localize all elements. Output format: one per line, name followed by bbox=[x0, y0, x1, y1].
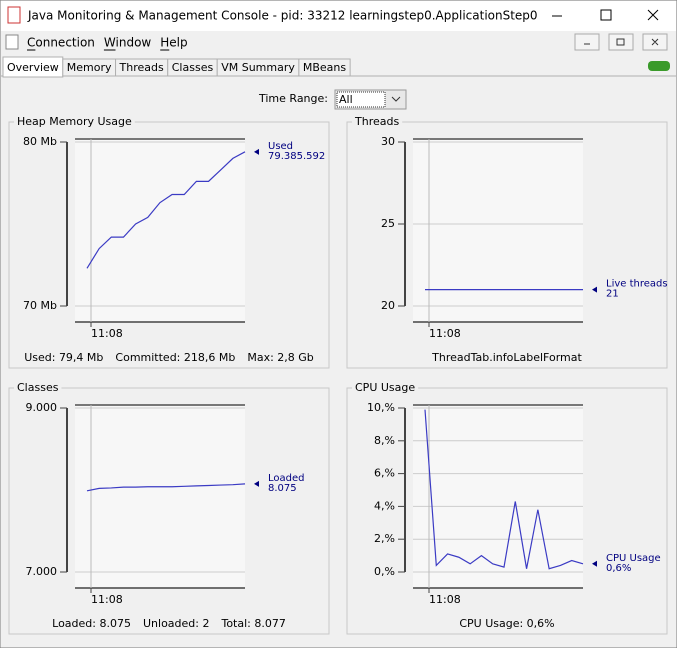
legend-arrow bbox=[592, 286, 597, 293]
close-button[interactable] bbox=[647, 9, 659, 21]
tab[interactable]: MBeans bbox=[298, 58, 351, 77]
plot-area bbox=[75, 405, 245, 588]
panel-border bbox=[346, 387, 668, 635]
y-tick-label: 80 Mb bbox=[23, 135, 57, 148]
current-value: 0,6% bbox=[606, 563, 631, 574]
tab-label[interactable]: Threads bbox=[119, 61, 164, 74]
series-line bbox=[424, 409, 584, 570]
series-line bbox=[86, 151, 246, 269]
y-tick-label: 10,% bbox=[367, 401, 395, 414]
footer-text: Used: 79,4 Mb bbox=[24, 351, 103, 364]
panel-title-bg bbox=[352, 115, 403, 129]
legend-name: CPU Usage bbox=[606, 553, 661, 564]
y-tick-label: 25 bbox=[381, 217, 395, 230]
tab-label[interactable]: Classes bbox=[172, 61, 214, 74]
footer-text: Committed: 218,6 Mb bbox=[115, 351, 235, 364]
y-tick-label: 6,% bbox=[374, 467, 395, 480]
menu-item[interactable]: Help bbox=[160, 36, 187, 50]
panel-title-bg bbox=[14, 381, 62, 395]
y-tick-label: 8,% bbox=[374, 434, 395, 447]
legend-arrow bbox=[254, 480, 259, 487]
tab-label[interactable]: MBeans bbox=[303, 61, 347, 74]
time-range-value: All bbox=[339, 93, 353, 106]
y-tick-label: 2,% bbox=[374, 532, 395, 545]
y-tick-label: 7.000 bbox=[26, 565, 58, 578]
panel-title: Threads bbox=[354, 115, 399, 128]
connection-icon bbox=[648, 61, 670, 71]
footer-text: Unloaded: 2 bbox=[143, 617, 209, 630]
time-range-field bbox=[336, 91, 386, 108]
footer-text: ThreadTab.infoLabelFormat bbox=[431, 351, 582, 364]
inner-restore[interactable] bbox=[608, 33, 634, 51]
time-range-label: Time Range: bbox=[258, 92, 328, 105]
tab[interactable]: Overview bbox=[2, 56, 64, 78]
panel-border bbox=[8, 121, 330, 369]
x-tick-label: 11:08 bbox=[91, 327, 123, 340]
plot-area bbox=[413, 405, 583, 588]
menu-item[interactable]: Window bbox=[104, 36, 152, 50]
panel-border bbox=[8, 387, 330, 635]
inner-glyphs bbox=[584, 38, 659, 46]
footer-text: Loaded: 8.075 bbox=[52, 617, 131, 630]
title-bar bbox=[1, 1, 676, 31]
y-tick-label: 0,% bbox=[374, 565, 395, 578]
maximize-button[interactable] bbox=[600, 9, 612, 21]
legend-arrow bbox=[254, 148, 259, 155]
legend-name: Loaded bbox=[268, 473, 305, 484]
y-tick-label: 30 bbox=[381, 135, 395, 148]
x-tick-label: 11:08 bbox=[91, 593, 123, 606]
current-value: 79.385.592 bbox=[268, 151, 325, 162]
footer-text: CPU Usage: 0,6% bbox=[459, 617, 554, 630]
tab-label[interactable]: VM Summary bbox=[221, 61, 295, 74]
plot-area bbox=[75, 139, 245, 322]
y-tick-label: 20 bbox=[381, 299, 395, 312]
tab[interactable]: VM Summary bbox=[216, 58, 300, 77]
panel-title-bg bbox=[14, 115, 135, 129]
panel-title: CPU Usage bbox=[355, 381, 415, 394]
current-value: 8.075 bbox=[268, 483, 297, 494]
y-tick-label: 70 Mb bbox=[23, 299, 57, 312]
panel-title: Heap Memory Usage bbox=[17, 115, 132, 128]
window-title: Java Monitoring & Management Console - p… bbox=[27, 9, 538, 23]
x-tick-label: 11:08 bbox=[429, 327, 461, 340]
menu-icon bbox=[5, 34, 19, 50]
y-tick-label: 4,% bbox=[374, 499, 395, 512]
tab-label[interactable]: Overview bbox=[7, 61, 59, 74]
dropdown-arrow bbox=[391, 96, 401, 102]
tab[interactable]: Classes bbox=[167, 58, 218, 77]
menu-bar bbox=[1, 31, 676, 53]
app-icon bbox=[7, 6, 21, 24]
legend-arrow bbox=[592, 560, 597, 567]
footer-text: Max: 2,8 Gb bbox=[247, 351, 313, 364]
footer-text: Total: 8.077 bbox=[220, 617, 285, 630]
panel-border bbox=[346, 121, 668, 369]
tab[interactable]: Memory bbox=[62, 58, 117, 77]
panel-title-bg bbox=[352, 381, 419, 395]
panel-title: Classes bbox=[17, 381, 59, 394]
inner-minimize[interactable] bbox=[574, 33, 600, 51]
tab-box bbox=[298, 58, 351, 77]
series-line bbox=[86, 483, 246, 492]
x-tick-label: 11:08 bbox=[429, 593, 461, 606]
legend-name: Live threads bbox=[606, 279, 668, 290]
plot-area bbox=[413, 139, 583, 322]
current-value: 21 bbox=[606, 289, 619, 300]
tab[interactable]: Threads bbox=[115, 58, 169, 77]
menu-item[interactable]: Connection bbox=[27, 36, 95, 50]
legend-name: Used bbox=[268, 141, 293, 152]
y-tick-label: 9.000 bbox=[26, 401, 58, 414]
tab-label[interactable]: Memory bbox=[67, 61, 112, 74]
